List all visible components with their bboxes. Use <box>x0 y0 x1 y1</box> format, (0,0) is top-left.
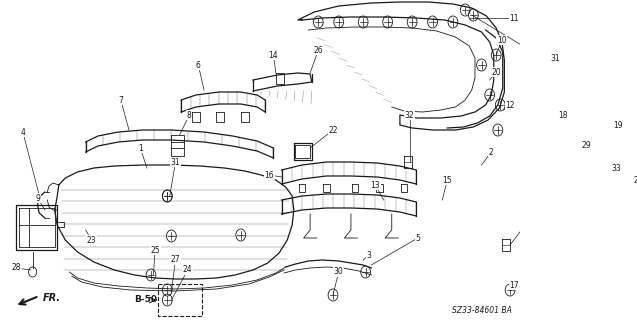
Text: 26: 26 <box>313 45 323 54</box>
Text: 31: 31 <box>171 157 180 166</box>
Text: 5: 5 <box>415 234 420 243</box>
Text: 9: 9 <box>35 194 40 203</box>
Text: 2: 2 <box>489 148 494 156</box>
Text: 23: 23 <box>87 236 96 244</box>
Text: 13: 13 <box>371 180 380 189</box>
Text: 28: 28 <box>11 263 21 273</box>
Text: 32: 32 <box>405 110 415 119</box>
Text: 19: 19 <box>613 121 622 130</box>
Text: 11: 11 <box>510 13 519 22</box>
Text: 14: 14 <box>269 51 278 60</box>
Text: 20: 20 <box>491 68 501 76</box>
Text: 8: 8 <box>187 110 192 119</box>
Text: 4: 4 <box>20 127 25 137</box>
Text: 18: 18 <box>559 110 568 119</box>
Text: 27: 27 <box>171 255 180 265</box>
Text: 6: 6 <box>196 60 201 69</box>
Text: 33: 33 <box>612 164 621 172</box>
Text: 12: 12 <box>505 100 515 109</box>
Text: 31: 31 <box>550 53 560 62</box>
Text: B-50: B-50 <box>134 295 157 305</box>
Text: 10: 10 <box>497 36 506 44</box>
Text: 17: 17 <box>510 281 519 290</box>
Text: FR.: FR. <box>43 293 61 303</box>
Text: 7: 7 <box>118 95 123 105</box>
Text: 3: 3 <box>366 251 371 260</box>
Text: 25: 25 <box>150 245 160 254</box>
Text: 16: 16 <box>264 171 274 180</box>
Text: 24: 24 <box>183 266 192 275</box>
Text: 22: 22 <box>328 125 338 134</box>
Text: 30: 30 <box>334 268 343 276</box>
Text: 21: 21 <box>633 175 637 185</box>
Text: SZ33-84601 BA: SZ33-84601 BA <box>452 306 512 315</box>
Text: 29: 29 <box>581 140 590 149</box>
Text: 15: 15 <box>443 175 452 185</box>
Text: 1: 1 <box>138 143 143 153</box>
